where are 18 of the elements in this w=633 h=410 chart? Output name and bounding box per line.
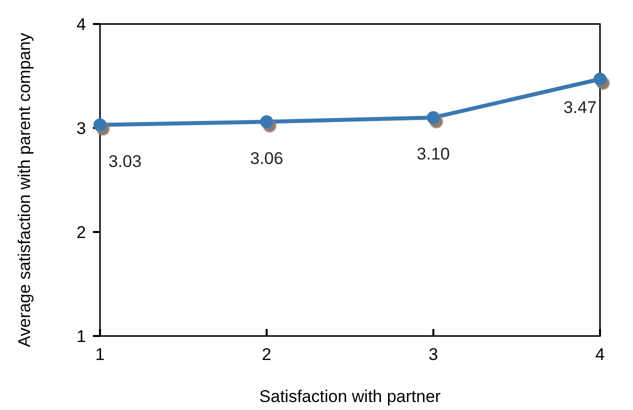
y-tick-label: 1 <box>76 327 86 346</box>
y-tick-label: 3 <box>76 119 86 138</box>
point <box>94 118 106 132</box>
x-tick-label: 3 <box>428 345 438 364</box>
x-tick-label: 4 <box>595 345 605 364</box>
x-tick-label: 1 <box>95 345 105 364</box>
x-axis-title: Satisfaction with partner <box>259 387 442 406</box>
y-axis-title: Average satisfaction with parent company <box>15 32 34 348</box>
data-label: 3.06 <box>250 148 284 168</box>
point <box>260 115 274 128</box>
data-label: 3.47 <box>563 98 597 118</box>
data-label: 3.03 <box>108 152 142 171</box>
y-tick-label: 2 <box>76 223 86 242</box>
point <box>426 111 440 124</box>
x-tick-label: 2 <box>262 345 272 364</box>
y-tick-label: 4 <box>76 15 86 34</box>
data-label: 3.10 <box>416 144 450 164</box>
point <box>594 72 606 86</box>
